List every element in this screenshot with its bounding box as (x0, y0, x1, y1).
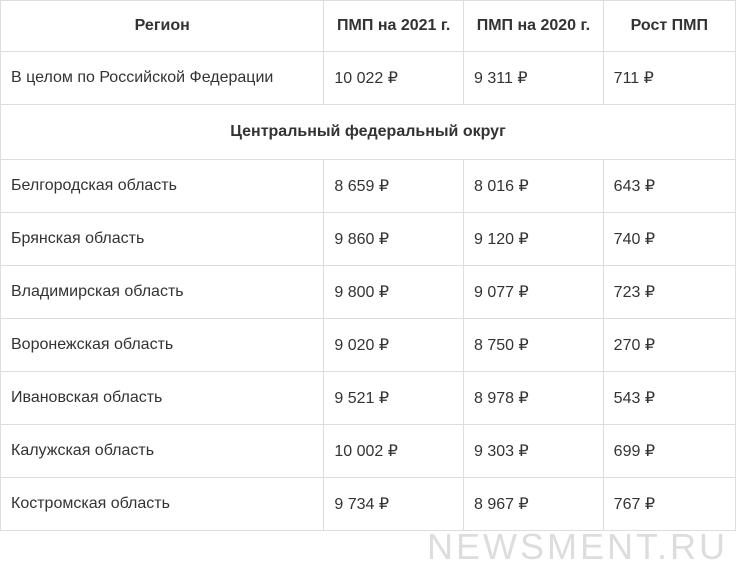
cell-region: Брянская область (1, 213, 324, 266)
header-growth: Рост ПМП (603, 1, 735, 52)
cell-pmp2021: 10 002 ₽ (324, 425, 464, 478)
summary-growth: 711 ₽ (603, 52, 735, 105)
cell-pmp2020: 8 750 ₽ (464, 319, 604, 372)
summary-pmp2020: 9 311 ₽ (464, 52, 604, 105)
cell-region: Ивановская область (1, 372, 324, 425)
cell-pmp2021: 9 020 ₽ (324, 319, 464, 372)
cell-region: Калужская область (1, 425, 324, 478)
header-pmp2021: ПМП на 2021 г. (324, 1, 464, 52)
cell-region: Белгородская область (1, 160, 324, 213)
table-row: Владимирская область 9 800 ₽ 9 077 ₽ 723… (1, 266, 736, 319)
pmp-table: Регион ПМП на 2021 г. ПМП на 2020 г. Рос… (0, 0, 736, 531)
section-header-row: Центральный федеральный округ (1, 105, 736, 160)
cell-pmp2020: 9 120 ₽ (464, 213, 604, 266)
cell-growth: 740 ₽ (603, 213, 735, 266)
header-region: Регион (1, 1, 324, 52)
summary-pmp2021: 10 022 ₽ (324, 52, 464, 105)
section-title: Центральный федеральный округ (1, 105, 736, 160)
cell-growth: 723 ₽ (603, 266, 735, 319)
cell-pmp2020: 8 016 ₽ (464, 160, 604, 213)
cell-pmp2021: 8 659 ₽ (324, 160, 464, 213)
cell-pmp2021: 9 800 ₽ (324, 266, 464, 319)
cell-pmp2020: 9 077 ₽ (464, 266, 604, 319)
summary-region: В целом по Российской Федерации (1, 52, 324, 105)
cell-pmp2020: 8 967 ₽ (464, 478, 604, 531)
table-row: Костромская область 9 734 ₽ 8 967 ₽ 767 … (1, 478, 736, 531)
cell-pmp2020: 9 303 ₽ (464, 425, 604, 478)
cell-growth: 643 ₽ (603, 160, 735, 213)
cell-growth: 699 ₽ (603, 425, 735, 478)
table-header-row: Регион ПМП на 2021 г. ПМП на 2020 г. Рос… (1, 1, 736, 52)
table-row: Воронежская область 9 020 ₽ 8 750 ₽ 270 … (1, 319, 736, 372)
watermark: NEWSMENT.RU (427, 526, 728, 568)
cell-pmp2021: 9 734 ₽ (324, 478, 464, 531)
cell-region: Костромская область (1, 478, 324, 531)
table-row: Ивановская область 9 521 ₽ 8 978 ₽ 543 ₽ (1, 372, 736, 425)
table-row: Брянская область 9 860 ₽ 9 120 ₽ 740 ₽ (1, 213, 736, 266)
cell-pmp2021: 9 521 ₽ (324, 372, 464, 425)
cell-growth: 270 ₽ (603, 319, 735, 372)
table-row: Калужская область 10 002 ₽ 9 303 ₽ 699 ₽ (1, 425, 736, 478)
cell-growth: 543 ₽ (603, 372, 735, 425)
summary-row: В целом по Российской Федерации 10 022 ₽… (1, 52, 736, 105)
cell-pmp2021: 9 860 ₽ (324, 213, 464, 266)
cell-region: Воронежская область (1, 319, 324, 372)
cell-pmp2020: 8 978 ₽ (464, 372, 604, 425)
cell-region: Владимирская область (1, 266, 324, 319)
cell-growth: 767 ₽ (603, 478, 735, 531)
header-pmp2020: ПМП на 2020 г. (464, 1, 604, 52)
table-row: Белгородская область 8 659 ₽ 8 016 ₽ 643… (1, 160, 736, 213)
